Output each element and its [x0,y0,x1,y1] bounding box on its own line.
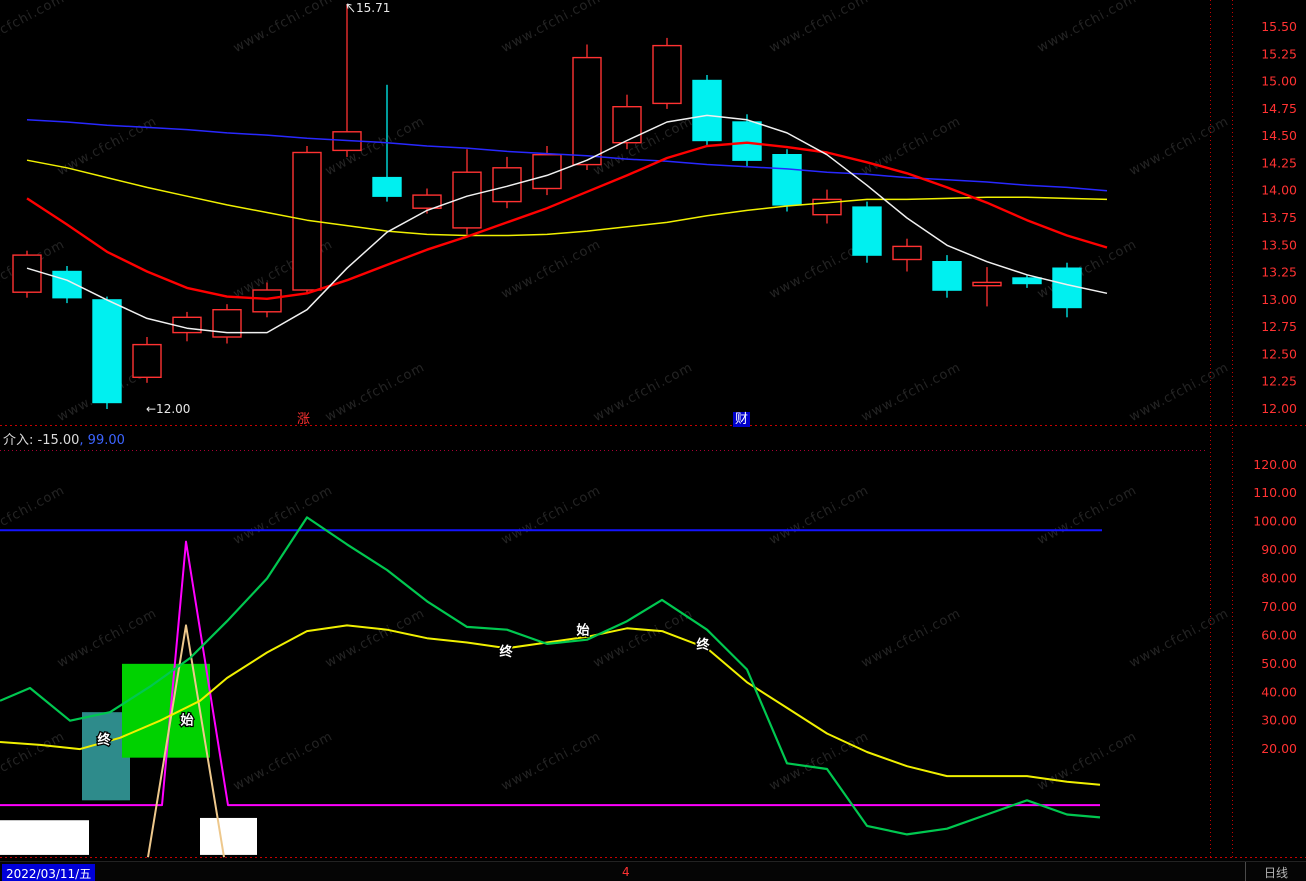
price-axis-label: 14.25 [1261,155,1297,170]
event-marker: 财 [733,412,751,427]
candlestick-series [12,4,1082,409]
indicator-axis-label: 40.00 [1261,684,1297,699]
candle-body-down [1052,267,1082,309]
candle-body-up [572,56,602,166]
indicator-yellow [0,624,1101,786]
indicator-axis-label: 120.00 [1253,457,1297,472]
candle-body-down [852,206,882,256]
month-marker: 4 [622,865,630,879]
ma-blue [26,119,1108,192]
candle-body-up [132,343,162,379]
candle-body-up [12,254,42,293]
indicator-axis-label: 20.00 [1261,741,1297,756]
price-axis-label: 13.00 [1261,292,1297,307]
indicator-axis-label: 60.00 [1261,627,1297,642]
price-axis-label: 12.25 [1261,374,1297,389]
signal-label: 始 [180,712,193,728]
event-marker: 涨 [297,412,311,427]
indicator-axis-label: 70.00 [1261,599,1297,614]
low-price-annotation: ←12.00 [146,402,190,416]
price-axis-label: 13.25 [1261,265,1297,280]
price-axis-label: 15.00 [1261,74,1297,89]
candle-body-up [892,245,922,261]
ma-red [26,141,1108,300]
price-axis-label: 15.25 [1261,46,1297,61]
indicator-axis-label: 30.00 [1261,713,1297,728]
candle-body-up [492,167,522,203]
candle-body-up [412,194,442,209]
indicator-axis-label: 90.00 [1261,542,1297,557]
white-bar-2 [200,817,257,855]
price-axis-label: 15.50 [1261,19,1297,34]
price-axis-label: 14.50 [1261,128,1297,143]
price-y-axis: 15.50 15.25 15.00 14.75 14.50 14.25 14.00 13.75… [1261,19,1297,416]
indicator-y-axis: 120.00 110.00 100.00 90.00 80.00 70.00 60.00 50… [1253,457,1297,756]
indicator-axis-label: 110.00 [1253,485,1297,500]
indicator-magenta [0,540,1100,807]
price-axis-label: 14.00 [1261,183,1297,198]
signal-label: 终 [696,637,710,653]
signal-label: 终 [97,732,111,748]
candle-body-up [252,289,282,313]
indicator-header: 介入: -15.00, 99.00 [3,429,125,448]
candle-body-down [932,261,962,291]
period-selector[interactable]: 日线 [1245,862,1306,881]
high-annotation-arrow-icon [346,3,355,13]
candle-body-down [1012,277,1042,285]
candle-body-down [772,153,802,206]
signal-label: 始 [576,623,589,639]
candle-body-up [172,316,202,334]
price-axis-label: 13.50 [1261,237,1297,252]
status-bar: 2022/03/11/五 4 日线 [0,861,1306,881]
candle-body-down [92,299,122,404]
ma-white [26,114,1108,334]
price-axis-label: 12.75 [1261,319,1297,334]
high-price-annotation: 15.71 [356,1,390,15]
date-label[interactable]: 2022/03/11/五 [2,864,96,881]
candle-body-up [612,105,642,144]
price-axis-label: 13.75 [1261,210,1297,225]
price-axis-label: 14.75 [1261,101,1297,116]
indicator-axis-label: 80.00 [1261,571,1297,586]
indicator-green [0,516,1101,836]
price-axis-label: 12.00 [1261,401,1297,416]
price-axis-label: 12.50 [1261,346,1297,361]
candle-body-up [652,44,682,105]
signal-label: 终 [499,644,513,660]
chart-canvas[interactable]: 终始终始终15.71←12.0015.5015.2515.0014.7514.5… [0,0,1306,861]
candle-body-down [692,79,722,142]
indicator-name-value: 介入: -15.00 [3,433,80,448]
candle-body-up [972,281,1002,287]
indicator-blue-value: , 99.00 [79,433,125,448]
indicator-axis-label: 50.00 [1261,656,1297,671]
ma-yellow [26,159,1108,237]
indicator-orange [147,624,225,858]
indicator-axis-label: 100.00 [1253,514,1297,529]
candle-body-down [732,121,762,161]
white-bar-1 [0,820,89,855]
candle-body-down [372,176,402,197]
